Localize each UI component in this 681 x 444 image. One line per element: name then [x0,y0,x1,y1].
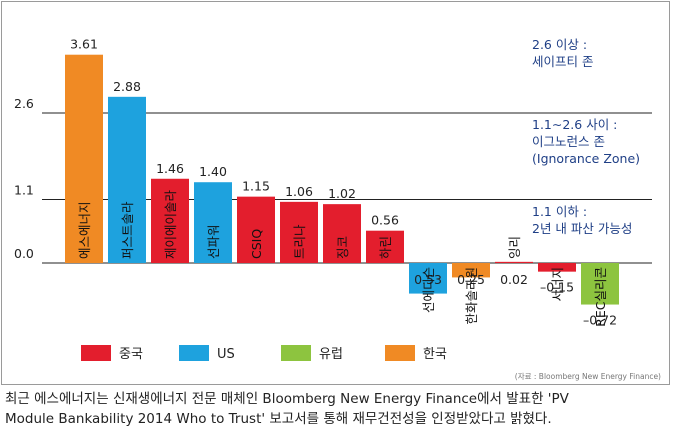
zone-label-bankruptcy: 1.1 이하 : 2년 내 파산 가능성 [532,203,632,237]
zone-line: 세이프티 존 [532,54,594,69]
bar [194,182,232,263]
bar [237,196,275,263]
zone-label-ignorance: 1.1∼2.6 사이 : 이그노런스 존 (Ignorance Zone) [532,116,640,167]
bar [452,263,490,278]
value-label: –0.72 [583,313,617,328]
category-label: 트리나 [292,224,307,259]
legend-swatch [81,345,111,361]
caption: 최근 에스에너지는 신재생에너지 전문 매체인 Bloomberg New En… [5,389,675,429]
category-label: CSIQ [249,229,264,259]
category-label: 서너지 [550,267,565,302]
legend-swatch [385,345,415,361]
value-label: 1.06 [285,184,313,199]
bar [409,263,447,294]
bar [323,204,361,263]
legend-swatch [281,345,311,361]
bars [65,54,619,305]
legend: 중국 US 유럽 한국 [81,345,447,362]
y-tick-label: 1.1 [14,183,34,198]
chart-frame: 0.0 1.1 2.6 3.61 2.88 1.46 1.40 1.15 1.06 1.02 0.… [1,1,670,385]
legend-swatch [179,345,209,361]
legend-label: 유럽 [319,347,343,362]
value-label: 1.15 [242,179,270,194]
zone-line: 2.6 이상 : [532,37,588,52]
caption-line-1: 최근 에스에너지는 신재생에너지 전문 매체인 Bloomberg New En… [5,391,569,407]
zone-line: (Ignorance Zone) [532,151,641,166]
value-label: 1.02 [328,186,356,201]
bar [495,261,533,263]
bar [65,54,103,263]
category-label: 제이에이솔라 [163,189,178,259]
category-label: 퍼스트솔라 [120,201,135,259]
caption-line-2: Module Bankability 2014 Who to Trust' 보고… [5,411,552,427]
value-label: 0.25 [457,272,485,287]
legend-label: 한국 [423,347,447,362]
bar [280,201,318,263]
category-label: REC실리콘 [593,267,608,327]
bar [366,230,404,263]
category-label: 하린 [378,236,393,259]
zone-line: 1.1∼2.6 사이 : [532,117,618,132]
y-axis-ticks: 0.0 1.1 2.6 [14,96,34,261]
bar [538,263,576,272]
value-label: 0.56 [371,213,399,228]
zone-line: 2년 내 파산 가능성 [532,221,633,236]
category-label: 선에디슨 [421,267,436,313]
value-label: 1.40 [199,164,227,179]
zone-line: 1.1 이하 : [532,204,588,219]
bar [581,263,619,305]
bar-chart: 0.0 1.1 2.6 3.61 2.88 1.46 1.40 1.15 1.06 1.02 0.… [14,37,652,362]
category-label: 한화솔라원 [464,267,479,325]
bar [151,178,189,263]
zone-label-safety: 2.6 이상 : 세이프티 존 [532,36,593,70]
category-label: 징코 [335,236,350,259]
value-label: –0.15 [540,280,574,295]
value-label: 1.46 [156,161,184,176]
zone-line: 이그노런스 존 [532,134,605,149]
legend-label: 중국 [119,347,143,362]
value-label: 2.88 [113,79,141,94]
value-labels: 3.61 2.88 1.46 1.40 1.15 1.06 1.02 0.56 0.53 0.25… [70,37,617,328]
y-tick-label: 0.0 [14,246,34,261]
bar [108,96,146,263]
value-label: 0.02 [500,272,528,287]
legend-label: US [217,347,235,362]
value-label: 0.53 [414,272,442,287]
y-tick-label: 2.6 [14,96,34,111]
category-label: 선파워 [206,224,221,259]
category-label: 잉리 [507,236,522,259]
value-label: 3.61 [70,37,98,52]
source-note: (자료 : Bloomberg New Energy Finance) [514,372,661,381]
category-label: 에스에너지 [77,201,92,259]
